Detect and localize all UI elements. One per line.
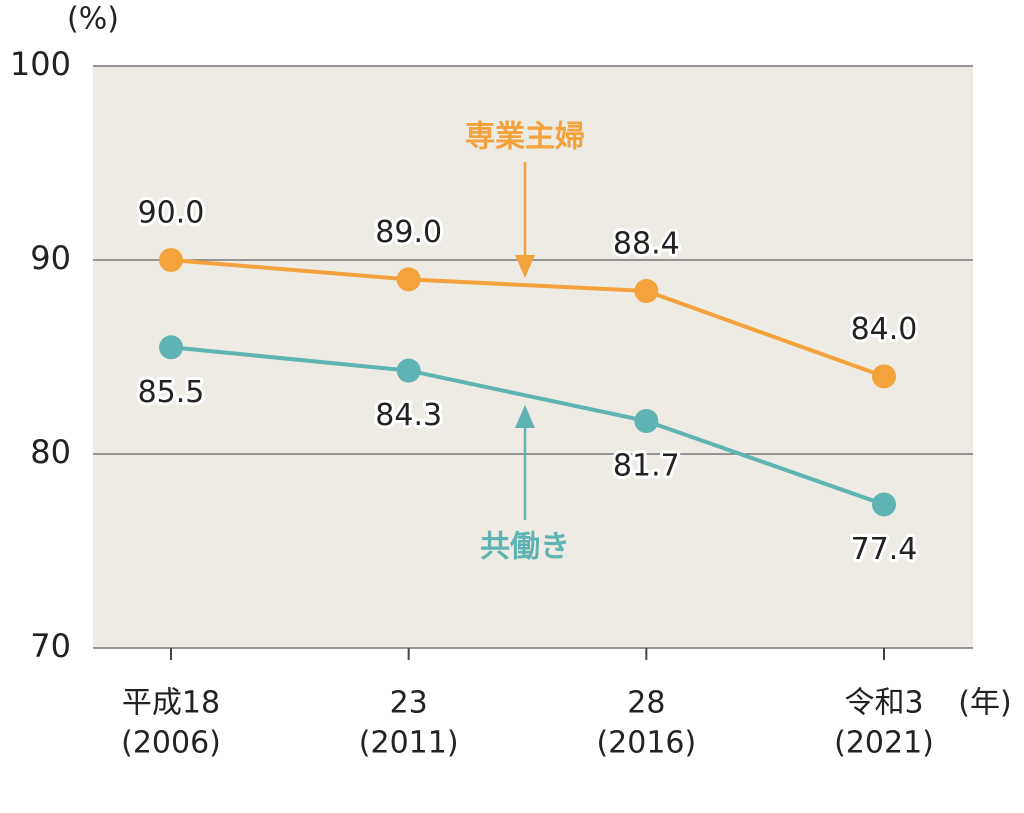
point [872, 364, 896, 389]
series-annotation: 共働き [480, 530, 570, 565]
y-tick-label: 100 [10, 45, 71, 83]
x-tick-year: (2021) [834, 726, 934, 761]
value-label: 81.7 [613, 449, 680, 484]
point [159, 248, 183, 272]
x-tick-label: 令和3 [844, 686, 923, 721]
value-label: 89.0 [375, 215, 442, 250]
x-tick-label: 23 [390, 686, 428, 721]
point [159, 335, 183, 360]
y-tick-label: 80 [30, 433, 71, 471]
point [634, 279, 659, 304]
value-label: 84.0 [851, 312, 918, 347]
y-tick-label: 90 [30, 239, 71, 277]
x-tick-year: (2006) [121, 726, 221, 761]
y-axis-label: (%) [67, 2, 119, 37]
x-tick-year: (2011) [359, 726, 459, 761]
series-line [170, 258, 885, 379]
point [634, 409, 659, 434]
value-label: 77.4 [851, 532, 918, 567]
point [872, 492, 896, 517]
x-axis-label: (年) [958, 686, 1011, 721]
arrow-head [515, 255, 535, 278]
arrow-head [515, 405, 535, 428]
series-annotation: 専業主婦 [465, 120, 585, 155]
value-label: 90.0 [138, 196, 205, 231]
x-tick-year: (2016) [596, 726, 696, 761]
value-label: 84.3 [375, 398, 442, 433]
value-label: 88.4 [613, 227, 680, 262]
point [396, 358, 421, 383]
point [396, 267, 421, 292]
y-tick-label: 70 [30, 627, 71, 665]
series-line [170, 345, 885, 507]
x-tick-label: 平成18 [122, 686, 220, 721]
value-label: 85.5 [138, 375, 205, 410]
x-tick-label: 28 [627, 686, 665, 721]
